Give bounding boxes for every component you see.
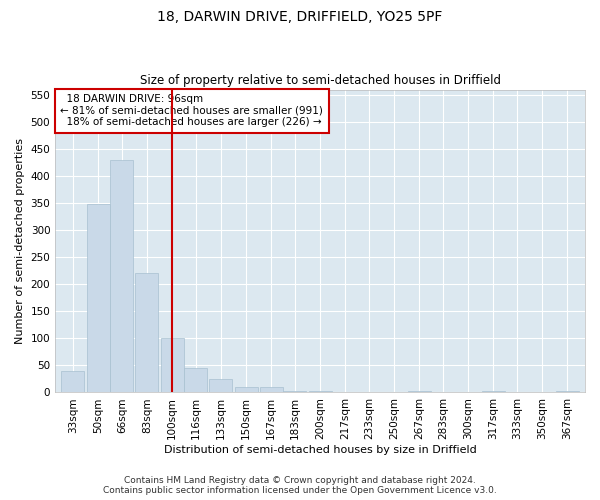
Bar <box>482 391 505 392</box>
Text: 18 DARWIN DRIVE: 96sqm
← 81% of semi-detached houses are smaller (991)
  18% of : 18 DARWIN DRIVE: 96sqm ← 81% of semi-det… <box>61 94 323 128</box>
Bar <box>110 160 133 392</box>
Bar <box>408 391 431 392</box>
Bar <box>61 371 85 392</box>
Bar <box>161 338 184 392</box>
Text: 18, DARWIN DRIVE, DRIFFIELD, YO25 5PF: 18, DARWIN DRIVE, DRIFFIELD, YO25 5PF <box>157 10 443 24</box>
Bar <box>283 391 307 392</box>
Bar <box>209 379 232 392</box>
Bar <box>136 274 158 392</box>
Bar <box>260 387 283 392</box>
Bar <box>86 204 110 392</box>
Bar <box>308 391 332 392</box>
Text: Contains HM Land Registry data © Crown copyright and database right 2024.
Contai: Contains HM Land Registry data © Crown c… <box>103 476 497 495</box>
Bar <box>184 368 207 392</box>
Y-axis label: Number of semi-detached properties: Number of semi-detached properties <box>15 138 25 344</box>
Bar <box>556 391 579 392</box>
Bar <box>235 387 257 392</box>
Title: Size of property relative to semi-detached houses in Driffield: Size of property relative to semi-detach… <box>140 74 500 87</box>
X-axis label: Distribution of semi-detached houses by size in Driffield: Distribution of semi-detached houses by … <box>164 445 476 455</box>
